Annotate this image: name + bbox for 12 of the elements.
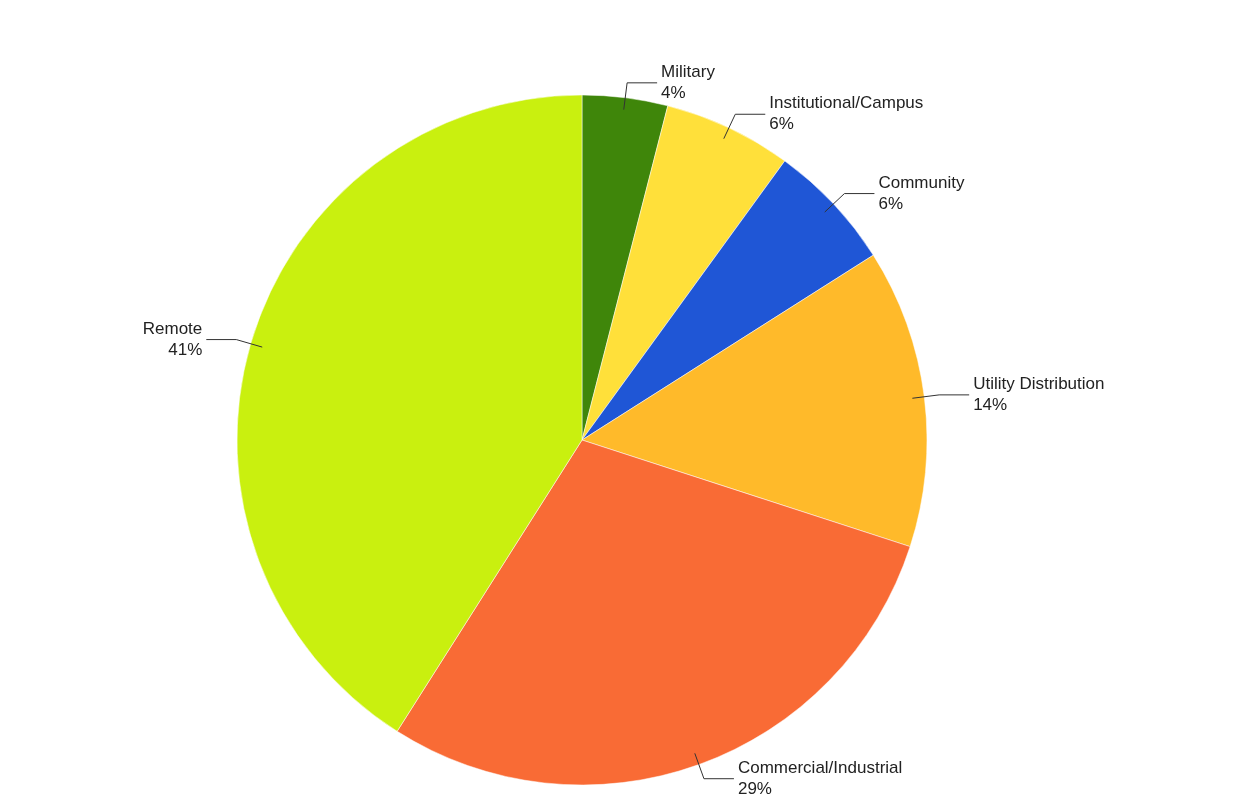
slice-label: Remote bbox=[142, 318, 203, 338]
data-label: 41% bbox=[168, 339, 203, 359]
slice-label: Institutional/Campus bbox=[769, 93, 924, 113]
slice-label: Commercial/Industrial bbox=[737, 757, 903, 777]
data-label: 6% bbox=[769, 114, 794, 134]
data-label: 6% bbox=[878, 193, 904, 213]
slice-label: Community bbox=[878, 172, 965, 192]
data-label: 14% bbox=[973, 394, 1008, 414]
data-label: 4% bbox=[661, 82, 686, 102]
slice-label: Utility Distribution bbox=[973, 373, 1105, 393]
slice-label: Military bbox=[661, 61, 716, 81]
data-label: 29% bbox=[737, 778, 772, 798]
